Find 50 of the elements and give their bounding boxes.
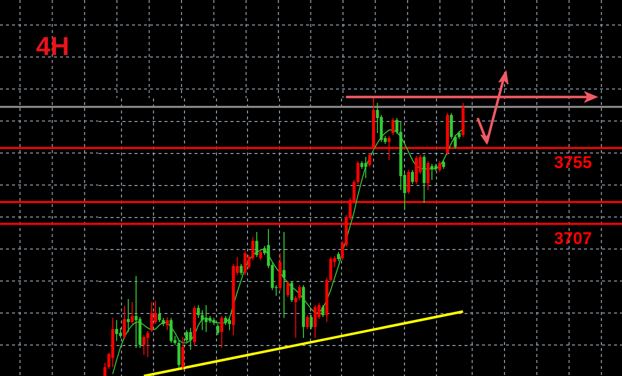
candlestick xyxy=(255,231,258,258)
candlestick xyxy=(177,340,180,368)
candlestick xyxy=(134,275,138,348)
candlestick xyxy=(314,304,317,338)
candlestick xyxy=(244,250,247,276)
candlestick xyxy=(170,317,173,344)
candlestick xyxy=(290,280,294,303)
candlestick xyxy=(142,334,146,356)
candlestick xyxy=(196,304,200,318)
candlestick xyxy=(189,327,192,350)
candlestick xyxy=(321,304,324,318)
candlestick xyxy=(430,163,434,181)
candlestick xyxy=(185,330,188,343)
candlestick xyxy=(146,330,150,358)
candlestick xyxy=(150,302,154,333)
candlestick xyxy=(426,160,430,191)
candlestick xyxy=(240,263,243,276)
candlestick xyxy=(216,324,220,336)
candlestick xyxy=(407,170,410,194)
candlestick xyxy=(224,315,228,326)
candlestick xyxy=(414,156,418,184)
candlestick xyxy=(438,160,442,172)
candlestick xyxy=(310,314,313,330)
candlestick xyxy=(454,134,457,150)
candlestick xyxy=(115,320,118,342)
candlestick xyxy=(391,118,394,136)
candlestick xyxy=(410,170,414,184)
chart-title: 4H xyxy=(36,31,70,61)
candlestick xyxy=(364,156,368,179)
candlestick xyxy=(356,160,360,184)
annotation: 3755 xyxy=(554,153,592,172)
candlestick xyxy=(130,302,134,325)
candlestick xyxy=(286,280,290,298)
candlestick xyxy=(368,152,372,168)
candlestick xyxy=(259,250,262,261)
candlestick xyxy=(126,298,130,333)
candlestick xyxy=(158,306,161,323)
candlestick xyxy=(298,284,302,301)
candlestick xyxy=(294,295,298,338)
candlestick xyxy=(122,305,126,338)
candlestick xyxy=(103,362,106,376)
annotation: 3707 xyxy=(554,228,592,248)
candlestick xyxy=(220,315,224,348)
candlestick xyxy=(282,231,286,318)
candlestick xyxy=(181,336,184,370)
candlestick xyxy=(228,317,232,331)
candlestick xyxy=(119,327,122,338)
candlestick xyxy=(166,316,169,331)
candlestick xyxy=(306,314,309,330)
candlestick xyxy=(204,304,208,333)
